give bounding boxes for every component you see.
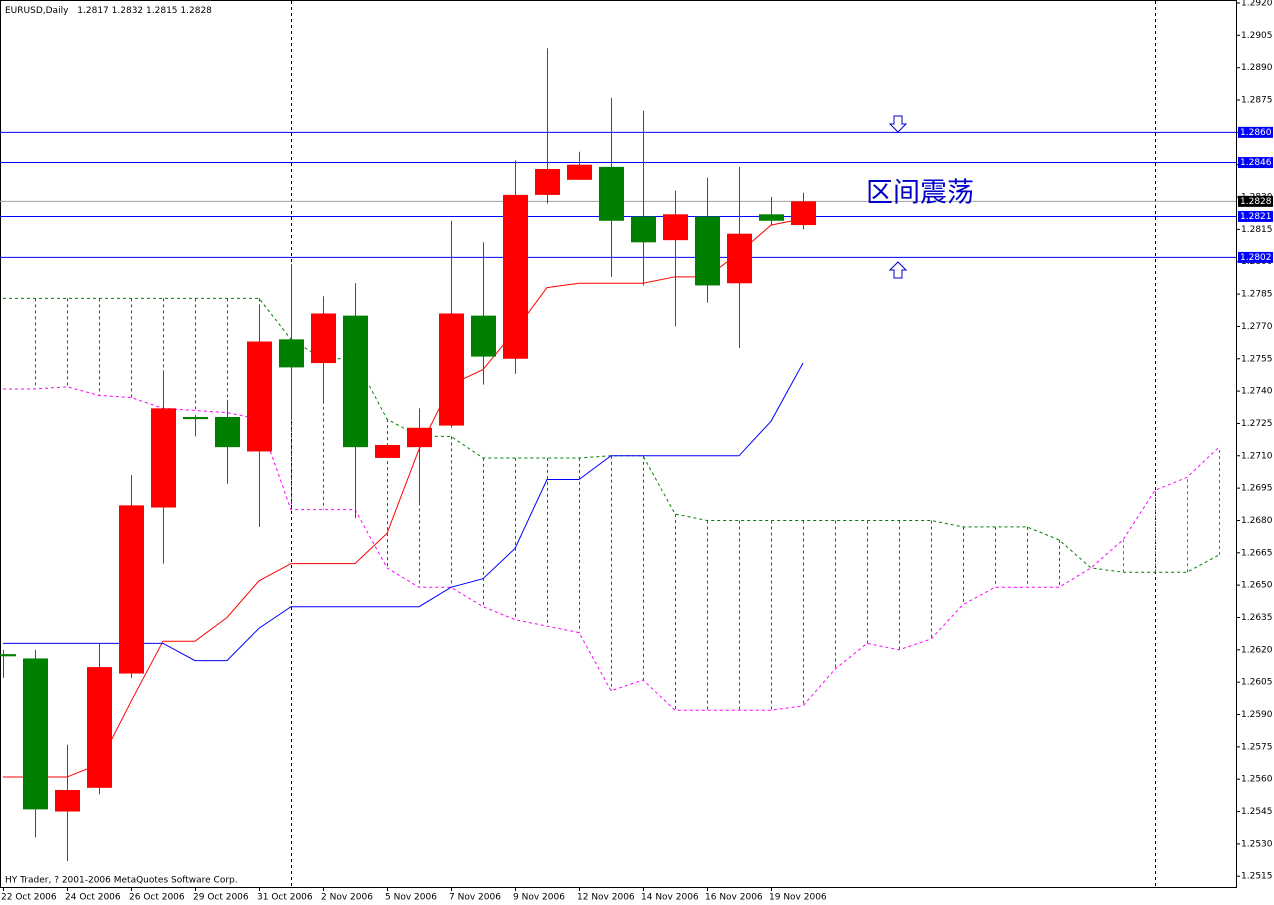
- candle-body: [151, 408, 176, 508]
- y-tick-label: 1.2545: [1241, 807, 1273, 817]
- x-tick-label: 31 Oct 2006: [257, 893, 313, 903]
- candle-body: [23, 658, 48, 810]
- indicator-line: [3, 218, 804, 778]
- candle-body: [599, 166, 624, 221]
- title-close: 1.2828: [180, 6, 212, 16]
- y-tick-label: 1.2905: [1241, 31, 1273, 41]
- chart-title: EURUSD,Daily 1.2817 1.2832 1.2815 1.2828: [5, 6, 212, 16]
- candle-body: [471, 315, 496, 357]
- candle-body: [727, 233, 752, 284]
- y-tick-label: 1.2590: [1241, 710, 1273, 720]
- candle-body: [375, 445, 400, 458]
- plot-frame: [0, 0, 1237, 888]
- y-tick-label: 1.2665: [1241, 548, 1273, 558]
- y-tick-label: 1.2650: [1241, 581, 1273, 591]
- candle-body: [567, 164, 592, 180]
- y-tick-label: 1.2740: [1241, 387, 1273, 397]
- x-tick-label: 24 Oct 2006: [65, 893, 121, 903]
- candle-body: [0, 654, 16, 657]
- candle-body: [791, 201, 816, 226]
- y-tick-label: 1.2890: [1241, 63, 1273, 73]
- y-tick-label: 1.2755: [1241, 354, 1273, 364]
- level-label-box: [1238, 126, 1273, 138]
- level-label: 1.2846: [1240, 158, 1272, 168]
- x-tick-label: 9 Nov 2006: [513, 893, 565, 903]
- candle-body: [55, 789, 80, 812]
- x-tick-label: 5 Nov 2006: [385, 893, 437, 903]
- candle-body: [247, 341, 272, 452]
- title-low: 1.2815: [146, 6, 178, 16]
- x-tick-label: 7 Nov 2006: [449, 893, 501, 903]
- level-label: 1.2860: [1240, 128, 1272, 138]
- candle-body: [631, 216, 656, 243]
- level-label: 1.2821: [1240, 212, 1272, 222]
- y-tick-label: 1.2725: [1241, 419, 1273, 429]
- arrow-down: [888, 115, 908, 133]
- level-label-box: [1238, 210, 1273, 222]
- y-tick-label: 1.2710: [1241, 451, 1273, 461]
- title-open: 1.2817: [77, 6, 109, 16]
- y-tick-label: 1.2560: [1241, 775, 1273, 785]
- level-label-box: [1238, 251, 1273, 263]
- x-tick-label: 2 Nov 2006: [321, 893, 373, 903]
- y-tick-label: 1.2875: [1241, 96, 1273, 106]
- annotation: 区间震荡: [866, 178, 974, 209]
- candle-body: [311, 313, 336, 364]
- x-tick-label: 22 Oct 2006: [1, 893, 57, 903]
- x-tick-label: 14 Nov 2006: [641, 893, 699, 903]
- candle-body: [279, 339, 304, 368]
- candle-body: [215, 416, 240, 448]
- y-tick-label: 1.2605: [1241, 678, 1273, 688]
- y-tick-label: 1.2620: [1241, 645, 1273, 655]
- y-tick-label: 1.2695: [1241, 484, 1273, 494]
- candle-body: [183, 416, 208, 420]
- y-tick-label: 1.2680: [1241, 516, 1273, 526]
- x-tick-label: 12 Nov 2006: [577, 893, 635, 903]
- level-label: 1.2828: [1240, 197, 1272, 207]
- arrow-up: [888, 261, 908, 279]
- level-label-box: [1238, 157, 1273, 169]
- y-tick-label: 1.2515: [1241, 872, 1273, 882]
- indicator-line: [3, 386, 1220, 711]
- y-tick-label: 1.2815: [1241, 225, 1273, 235]
- candle-body: [439, 313, 464, 426]
- y-tick-label: 1.2770: [1241, 322, 1273, 332]
- x-tick-label: 29 Oct 2006: [193, 893, 249, 903]
- footer: HY Trader, ? 2001-2006 MetaQuotes Softwa…: [5, 876, 238, 886]
- y-tick-label: 1.2635: [1241, 613, 1273, 623]
- title-high: 1.2832: [112, 6, 144, 16]
- level-label: 1.2802: [1240, 253, 1272, 263]
- candle-body: [535, 169, 560, 195]
- x-tick-label: 16 Nov 2006: [705, 893, 763, 903]
- candle-body: [503, 194, 528, 359]
- candle-body: [407, 427, 432, 448]
- candle-body: [343, 315, 368, 448]
- y-tick-label: 1.2530: [1241, 839, 1273, 849]
- x-tick-label: 26 Oct 2006: [129, 893, 185, 903]
- candles-layer: [0, 48, 816, 862]
- candle-body: [759, 214, 784, 221]
- candle-body: [119, 505, 144, 674]
- y-tick-label: 1.2920: [1241, 0, 1273, 9]
- candle-body: [87, 667, 112, 788]
- y-tick-label: 1.2785: [1241, 290, 1273, 300]
- x-tick-label: 19 Nov 2006: [769, 893, 827, 903]
- title-symbol: EURUSD,Daily: [5, 6, 69, 16]
- candle-body: [695, 216, 720, 286]
- level-label-box: [1238, 195, 1273, 207]
- y-tick-label: 1.2575: [1241, 742, 1273, 752]
- candle-body: [663, 214, 688, 241]
